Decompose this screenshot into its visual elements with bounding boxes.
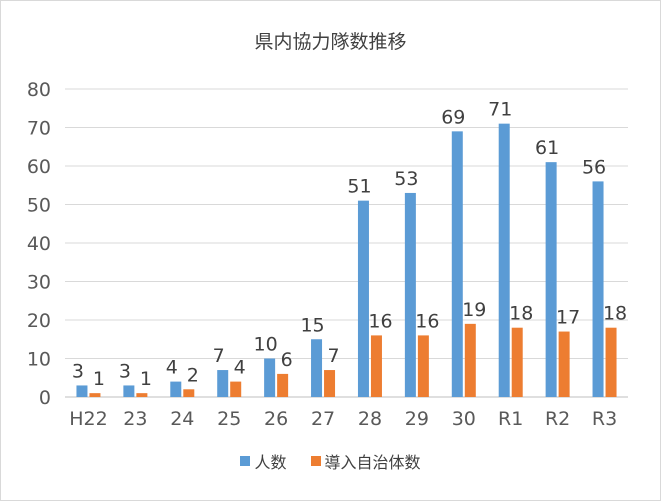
data-label: 71 — [488, 99, 512, 121]
x-tick-label: H22 — [69, 408, 107, 430]
bar-series-0 — [451, 131, 463, 397]
y-tick-label: 0 — [39, 387, 51, 409]
x-tick-label: 26 — [264, 408, 288, 430]
legend-swatch-series-0 — [240, 456, 251, 466]
bar-series-1 — [464, 323, 476, 397]
bar-series-1 — [230, 381, 242, 397]
data-label: 19 — [462, 299, 486, 321]
bar-series-0 — [264, 358, 276, 397]
x-tick-label: R3 — [592, 408, 617, 430]
bar-series-0 — [357, 200, 369, 397]
bar-series-0 — [123, 385, 135, 397]
y-tick-label: 20 — [27, 310, 51, 332]
bar-series-1 — [511, 327, 523, 397]
data-label: 53 — [394, 168, 418, 190]
x-tick-label: 27 — [311, 408, 335, 430]
y-tick-label: 50 — [27, 195, 51, 217]
data-label: 3 — [119, 360, 131, 382]
x-tick-label: 28 — [358, 408, 382, 430]
data-label: 18 — [603, 303, 627, 325]
data-label: 16 — [415, 310, 439, 332]
data-label: 10 — [254, 334, 278, 356]
data-label: 1 — [93, 368, 105, 390]
data-label: 69 — [441, 106, 465, 128]
legend: 人数 導入自治体数 — [1, 449, 660, 473]
data-label: 17 — [556, 307, 580, 329]
x-tick-label: 30 — [452, 408, 476, 430]
x-tick-label: 23 — [123, 408, 147, 430]
bar-series-0 — [545, 162, 557, 397]
y-tick-label: 60 — [27, 156, 51, 178]
data-label: 56 — [582, 156, 606, 178]
legend-label-series-1: 導入自治体数 — [324, 453, 421, 472]
y-tick-label: 30 — [27, 272, 51, 294]
chart-title: 県内協力隊数推移 — [254, 31, 407, 53]
data-label: 51 — [347, 176, 371, 198]
bar-series-0 — [404, 192, 416, 397]
data-label: 61 — [535, 137, 559, 159]
y-tick-label: 70 — [27, 118, 51, 140]
bar-series-0 — [76, 385, 88, 397]
bar-series-1 — [183, 389, 195, 397]
legend-label-series-0: 人数 — [254, 453, 287, 472]
data-label: 18 — [509, 303, 533, 325]
bar-series-1 — [277, 373, 289, 397]
data-label: 7 — [327, 345, 339, 367]
bar-series-0 — [170, 381, 182, 397]
x-tick-label: 29 — [405, 408, 429, 430]
y-tick-label: 40 — [27, 233, 51, 255]
x-tick-label: 25 — [217, 408, 241, 430]
bar-series-0 — [498, 123, 510, 398]
data-label: 3 — [72, 360, 84, 382]
data-label: 1 — [140, 368, 152, 390]
data-label: 6 — [281, 349, 293, 371]
data-label: 4 — [166, 357, 178, 379]
x-tick-label: 24 — [170, 408, 194, 430]
bar-series-1 — [136, 393, 148, 397]
x-tick-label: R2 — [545, 408, 570, 430]
bar-series-1 — [558, 331, 570, 397]
legend-item-series-1: 導入自治体数 — [310, 449, 421, 473]
bar-series-0 — [217, 370, 229, 397]
data-label: 16 — [368, 310, 392, 332]
y-tick-label: 80 — [27, 79, 51, 101]
data-label: 2 — [187, 364, 199, 386]
data-label: 4 — [234, 357, 246, 379]
bar-series-1 — [324, 370, 336, 397]
x-tick-label: R1 — [498, 408, 523, 430]
data-label: 7 — [213, 345, 225, 367]
data-label: 15 — [300, 314, 324, 336]
bar-series-0 — [592, 181, 604, 397]
bar-series-1 — [89, 393, 101, 397]
y-tick-label: 10 — [27, 349, 51, 371]
bar-series-1 — [605, 327, 617, 397]
legend-swatch-series-1 — [310, 456, 321, 466]
legend-item-series-0: 人数 — [240, 449, 287, 473]
bar-series-1 — [417, 335, 429, 397]
bar-series-0 — [311, 339, 323, 397]
bar-series-1 — [370, 335, 382, 397]
